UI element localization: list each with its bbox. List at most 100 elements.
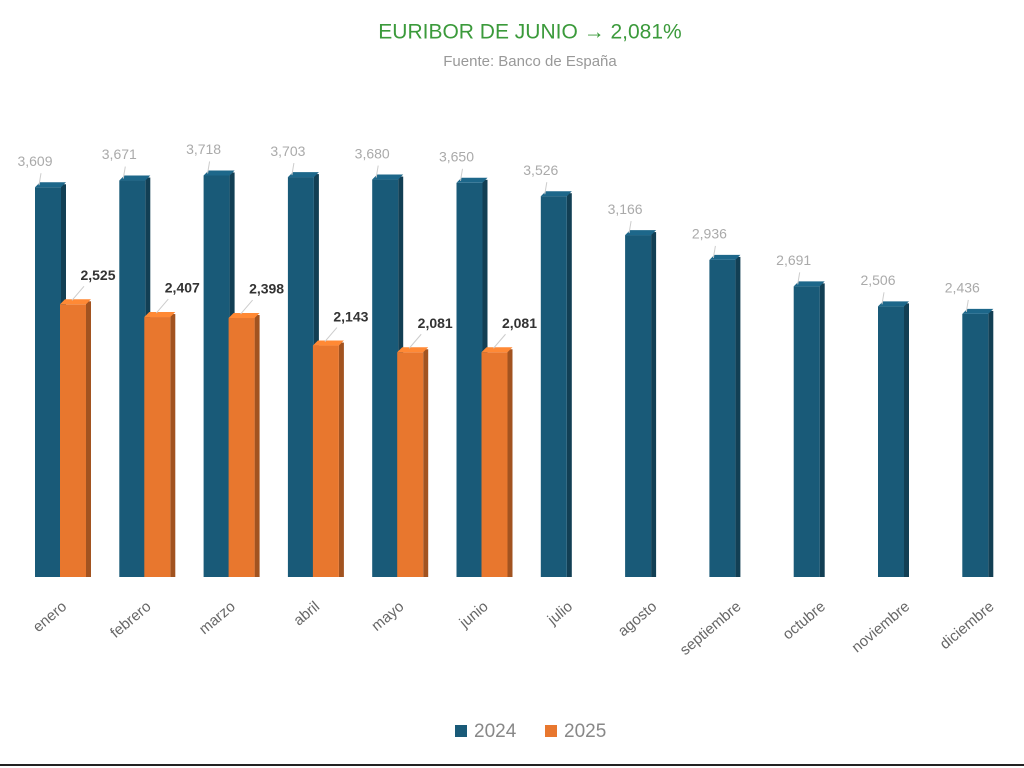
bar-top <box>481 347 513 353</box>
bar-top <box>287 172 319 178</box>
bar-top <box>228 313 260 319</box>
bar-side <box>988 310 994 577</box>
bar-top <box>35 182 66 188</box>
bar <box>962 308 994 577</box>
leader-line <box>544 182 548 195</box>
bar <box>481 347 513 577</box>
leader-line <box>408 333 422 349</box>
leader-line <box>324 327 338 342</box>
bar-side <box>338 342 344 577</box>
bar-front <box>312 345 339 577</box>
leader-line <box>797 272 801 285</box>
value-label: 2,525 <box>80 267 115 283</box>
leader-line <box>122 166 126 179</box>
leader-line <box>291 162 295 176</box>
bar-top <box>625 230 657 236</box>
value-label: 3,526 <box>523 162 558 178</box>
bar-side <box>819 283 825 577</box>
bar <box>228 313 260 577</box>
bar <box>878 301 909 577</box>
leader-line <box>460 168 463 181</box>
x-tick-label: mayo <box>368 598 407 635</box>
leader-line <box>240 299 253 315</box>
x-tick-label: abril <box>290 598 323 629</box>
x-tick-label: junio <box>456 598 492 632</box>
value-label: 3,680 <box>355 145 390 161</box>
bar-side <box>86 301 91 577</box>
bar-top <box>793 281 825 287</box>
chart-title: EURIBOR DE JUNIO → 2,081% <box>378 21 681 44</box>
leader-line <box>493 333 506 349</box>
legend-swatch <box>455 725 467 737</box>
bar-top <box>372 174 404 180</box>
bar <box>625 230 657 577</box>
value-label: 2,143 <box>333 308 368 324</box>
bar-top <box>203 170 235 176</box>
bar-front <box>397 352 424 577</box>
bar-side <box>170 314 176 577</box>
value-label: 2,081 <box>502 315 537 331</box>
value-label: 3,718 <box>186 141 221 157</box>
bar <box>60 299 91 577</box>
bar-front <box>144 317 171 577</box>
value-label: 2,407 <box>165 280 200 296</box>
bar-front <box>456 182 483 578</box>
bar-side <box>507 349 513 577</box>
value-label: 3,609 <box>17 153 52 169</box>
leader-line <box>965 299 969 312</box>
legend-label: 2025 <box>564 721 606 742</box>
bar-top <box>144 312 176 318</box>
leader-line <box>881 292 885 305</box>
bar-front <box>793 286 820 577</box>
bar-top <box>312 340 344 346</box>
legend-label: 2024 <box>474 721 517 742</box>
bar-front <box>372 179 399 577</box>
x-tick-label: julio <box>544 598 576 629</box>
x-tick-label: febrero <box>107 598 154 642</box>
bar <box>312 340 344 577</box>
bar-side <box>254 315 260 577</box>
bar-top <box>60 299 91 305</box>
bar-front <box>228 318 255 577</box>
value-label: 3,166 <box>608 201 643 217</box>
value-label: 3,703 <box>270 143 305 159</box>
leader-line <box>207 161 211 174</box>
bar-front <box>709 259 736 577</box>
leader-line <box>155 298 169 314</box>
bar-side <box>566 193 572 577</box>
leader-line <box>712 245 716 258</box>
bar-front <box>540 196 567 577</box>
bar-front <box>962 313 989 577</box>
value-label: 2,436 <box>945 280 980 296</box>
legend-swatch <box>545 725 557 737</box>
bar-front <box>119 180 146 578</box>
x-tick-label: agosto <box>615 598 660 640</box>
value-label: 2,506 <box>860 272 895 288</box>
bar-top <box>962 308 994 314</box>
x-tick-label: diciembre <box>937 598 998 653</box>
value-label: 2,398 <box>249 281 284 297</box>
x-tick-label: noviembre <box>849 598 914 656</box>
value-label: 2,691 <box>776 252 811 268</box>
bar-side <box>735 256 741 577</box>
bar-top <box>456 177 488 183</box>
bar <box>144 312 176 577</box>
x-tick-label: septiembre <box>677 598 745 659</box>
bar <box>540 191 572 577</box>
bar-front <box>35 187 61 577</box>
x-tick-label: enero <box>30 598 70 636</box>
bar-side <box>651 232 657 577</box>
bar-front <box>625 235 652 577</box>
chart-subtitle: Fuente: Banco de España <box>443 53 617 70</box>
bar-top <box>119 175 151 181</box>
bar <box>793 281 825 577</box>
leader-line <box>628 220 632 234</box>
bar-top <box>709 254 741 260</box>
bar-side <box>904 303 909 577</box>
bar-front <box>481 352 508 577</box>
leader-line <box>38 173 42 186</box>
leader-line <box>71 285 85 301</box>
bar-top <box>878 301 909 307</box>
leader-line <box>375 165 379 178</box>
